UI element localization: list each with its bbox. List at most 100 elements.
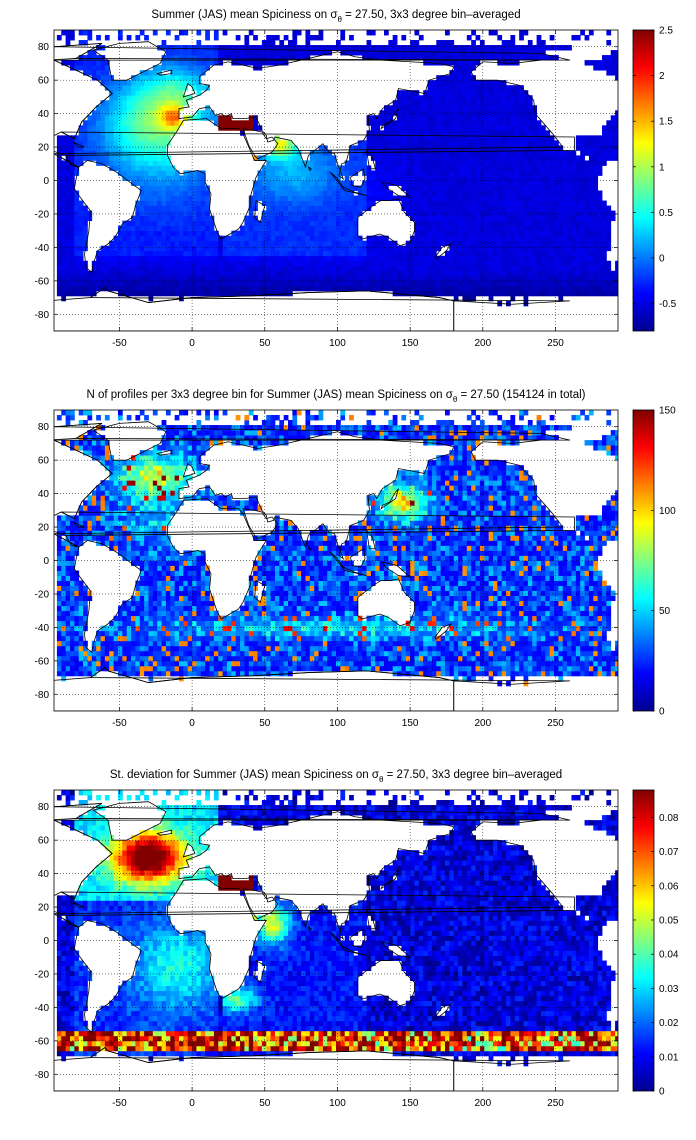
data-cell xyxy=(179,205,184,211)
data-cell xyxy=(445,95,450,101)
data-cell xyxy=(584,180,590,186)
data-cell xyxy=(588,155,594,161)
data-cell xyxy=(83,665,88,672)
data-cell xyxy=(318,230,324,237)
data-cell xyxy=(545,140,551,146)
data-cell xyxy=(418,290,424,297)
data-cell xyxy=(235,55,241,61)
data-cell xyxy=(353,255,359,262)
data-cell xyxy=(370,175,376,181)
data-cell xyxy=(462,210,468,217)
data-cell xyxy=(87,500,93,506)
data-cell xyxy=(449,80,455,86)
data-cell xyxy=(183,290,189,297)
data-cell xyxy=(410,45,415,51)
data-cell xyxy=(536,160,542,166)
data-cell xyxy=(309,175,315,181)
data-cell xyxy=(144,205,149,211)
data-cell xyxy=(187,180,193,186)
data-cell xyxy=(253,35,258,41)
data-cell xyxy=(283,35,289,41)
data-cell xyxy=(558,165,564,171)
data-cell xyxy=(314,235,319,242)
data-cell xyxy=(336,190,341,196)
data-cell xyxy=(349,220,354,227)
data-cell xyxy=(536,265,542,272)
data-cell xyxy=(436,55,442,61)
data-cell xyxy=(244,40,250,46)
data-cell xyxy=(588,290,594,297)
data-cell xyxy=(567,175,572,181)
data-cell xyxy=(588,275,594,282)
data-cell xyxy=(109,115,114,121)
data-cell xyxy=(157,125,162,131)
data-cell xyxy=(257,155,263,161)
data-cell xyxy=(161,150,167,156)
data-cell xyxy=(410,260,415,267)
data-cell xyxy=(74,550,80,556)
data-cell xyxy=(170,220,176,227)
data-cell xyxy=(418,240,424,247)
data-cell xyxy=(266,185,271,191)
data-cell xyxy=(261,195,267,201)
data-cell xyxy=(78,215,84,222)
data-cell xyxy=(240,270,245,277)
data-cell xyxy=(179,225,184,232)
data-cell xyxy=(165,170,171,176)
data-cell xyxy=(301,190,306,196)
data-cell xyxy=(157,180,162,186)
data-cell xyxy=(331,155,337,161)
data-cell xyxy=(401,95,407,101)
data-cell xyxy=(453,240,459,247)
data-cell xyxy=(231,230,237,237)
data-cell xyxy=(296,205,302,211)
data-cell xyxy=(383,195,389,201)
data-cell xyxy=(165,255,171,262)
data-cell xyxy=(540,275,546,282)
data-cell xyxy=(248,235,254,242)
data-cell xyxy=(226,245,232,252)
data-cell xyxy=(527,265,533,272)
data-cell xyxy=(104,155,110,161)
data-cell xyxy=(397,115,402,121)
data-cell xyxy=(379,185,385,191)
data-cell xyxy=(131,155,136,161)
data-cell xyxy=(462,255,468,262)
data-cell xyxy=(370,155,376,161)
data-cell xyxy=(554,185,559,191)
data-cell xyxy=(74,265,80,272)
data-cell xyxy=(475,180,481,186)
data-cell xyxy=(445,205,450,211)
data-cell xyxy=(231,255,237,262)
data-cell xyxy=(519,90,524,96)
data-cell xyxy=(135,105,141,111)
data-cell xyxy=(536,205,542,211)
data-cell xyxy=(549,250,555,257)
data-cell xyxy=(157,165,162,171)
data-cell xyxy=(475,225,481,232)
data-cell xyxy=(174,255,180,262)
data-cell xyxy=(423,205,428,211)
data-cell xyxy=(56,625,62,632)
data-cell xyxy=(288,265,293,272)
data-cell xyxy=(117,95,123,101)
data-cell xyxy=(196,45,202,51)
data-cell xyxy=(144,105,149,111)
data-cell xyxy=(122,250,128,257)
data-cell xyxy=(322,225,328,232)
data-cell xyxy=(279,255,285,262)
data-cell xyxy=(362,245,367,252)
data-cell xyxy=(536,215,542,222)
y-tick-label: -80 xyxy=(35,310,50,321)
data-cell xyxy=(418,245,424,252)
data-cell xyxy=(558,45,564,51)
data-cell xyxy=(449,45,455,51)
y-tick-label: -60 xyxy=(35,276,50,287)
data-cell xyxy=(375,235,381,242)
data-cell xyxy=(200,205,206,211)
data-cell xyxy=(370,170,376,176)
data-cell xyxy=(336,185,341,191)
data-cell xyxy=(288,170,293,176)
data-cell xyxy=(510,110,516,116)
data-cell xyxy=(244,240,250,247)
